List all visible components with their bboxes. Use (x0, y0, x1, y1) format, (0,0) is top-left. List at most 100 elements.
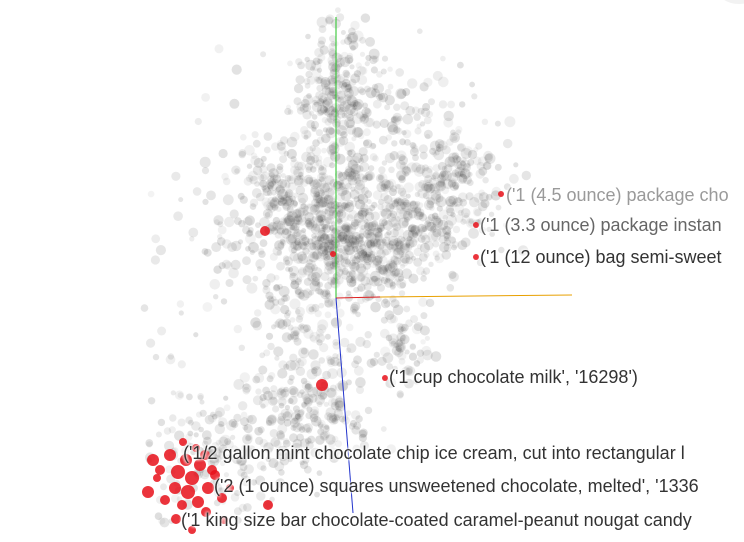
data-point (272, 284, 280, 292)
highlighted-point[interactable] (147, 454, 159, 466)
data-point (399, 162, 409, 171)
highlighted-point[interactable] (473, 222, 479, 228)
point-label-2[interactable]: ('1 (3.3 ounce) package instan (480, 215, 722, 235)
highlighted-point[interactable] (153, 474, 161, 482)
highlighted-point[interactable] (180, 454, 192, 466)
data-point (355, 62, 362, 69)
data-point (355, 415, 363, 423)
data-point (267, 177, 277, 187)
data-point (416, 356, 424, 364)
point-label-3[interactable]: ('1 (12 ounce) bag semi-sweet (480, 247, 722, 267)
data-point (399, 201, 408, 210)
data-point (356, 65, 367, 76)
highlighted-point[interactable] (185, 471, 199, 485)
data-point (334, 400, 344, 410)
data-point (338, 172, 344, 178)
data-point (420, 121, 426, 127)
data-point (269, 429, 279, 438)
data-point (225, 279, 234, 287)
highlighted-point[interactable] (164, 449, 176, 461)
highlighted-point[interactable] (473, 254, 479, 260)
data-point (304, 219, 313, 228)
data-point (290, 247, 297, 254)
data-point (271, 204, 279, 211)
data-point (297, 61, 305, 70)
data-point (367, 220, 379, 232)
data-point (384, 232, 391, 239)
highlighted-point[interactable] (179, 438, 187, 446)
data-point (364, 247, 373, 257)
x-axis-near (335, 296, 381, 299)
highlighted-point[interactable] (142, 486, 154, 498)
data-point (429, 226, 437, 233)
highlighted-point[interactable] (192, 496, 204, 508)
highlighted-point[interactable] (201, 507, 211, 517)
data-point (372, 238, 382, 248)
data-point (203, 248, 212, 257)
data-point (398, 154, 406, 162)
data-point (343, 259, 349, 265)
data-point (413, 377, 419, 384)
highlighted-point[interactable] (260, 226, 270, 236)
data-point (354, 101, 361, 108)
data-point (243, 503, 252, 512)
highlighted-point[interactable] (330, 251, 336, 257)
point-label-6[interactable]: ('2 (1 ounce) squares unsweetened chocol… (214, 476, 699, 496)
data-point (421, 164, 429, 172)
point-label-7[interactable]: ('1 king size bar chocolate-coated caram… (181, 510, 692, 530)
data-point (357, 209, 368, 220)
highlighted-point[interactable] (316, 379, 328, 391)
data-point (328, 48, 337, 57)
data-point (309, 280, 321, 292)
data-point (278, 285, 290, 297)
data-point (292, 209, 302, 218)
highlighted-point[interactable] (226, 484, 234, 492)
data-point (306, 203, 313, 209)
data-point (246, 174, 254, 183)
data-point (256, 266, 262, 272)
highlighted-point[interactable] (498, 191, 504, 197)
highlighted-point[interactable] (169, 482, 181, 494)
data-point (384, 278, 394, 288)
highlighted-point[interactable] (171, 465, 185, 479)
highlighted-point[interactable] (194, 459, 206, 471)
data-point (267, 204, 274, 211)
data-point (400, 253, 411, 264)
data-point (387, 260, 393, 266)
data-point (358, 233, 365, 240)
highlighted-point[interactable] (192, 444, 200, 452)
data-point (341, 224, 347, 230)
data-point (322, 98, 334, 110)
z-axis (335, 297, 354, 514)
highlighted-point[interactable] (200, 450, 210, 460)
highlighted-point[interactable] (220, 516, 228, 524)
data-point (437, 161, 447, 171)
point-label-1[interactable]: ('1 (4.5 ounce) package cho (506, 185, 729, 205)
highlighted-point[interactable] (181, 485, 195, 499)
data-point (370, 211, 380, 221)
x-axis (379, 294, 573, 298)
data-point (334, 104, 346, 115)
highlighted-point[interactable] (160, 495, 170, 505)
highlighted-point[interactable] (171, 514, 181, 524)
data-point (388, 239, 400, 250)
point-label-4[interactable]: ('1 cup chocolate milk', '16298') (389, 367, 638, 387)
data-point (503, 138, 513, 149)
highlighted-point[interactable] (177, 500, 187, 510)
highlighted-point[interactable] (188, 526, 196, 534)
data-point (419, 253, 428, 262)
highlighted-point[interactable] (382, 375, 388, 381)
highlighted-point[interactable] (217, 493, 227, 503)
point-label-5[interactable]: ('1/2 gallon mint chocolate chip ice cre… (183, 443, 685, 463)
highlighted-point[interactable] (202, 482, 214, 494)
highlighted-point[interactable] (207, 465, 217, 475)
data-point (407, 201, 418, 212)
data-point (349, 306, 359, 315)
data-point (288, 395, 298, 405)
highlighted-point[interactable] (263, 500, 273, 510)
data-point (309, 331, 321, 343)
data-point (370, 301, 381, 313)
highlighted-point[interactable] (155, 465, 165, 475)
